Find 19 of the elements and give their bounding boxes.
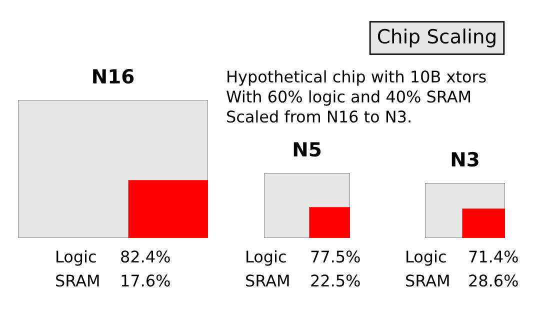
category-label: SRAM — [56, 274, 99, 287]
category-label: SRAM — [246, 274, 289, 287]
text: With 60% logic and 40% SRAM — [226, 90, 470, 106]
category-label: Logic — [246, 250, 286, 266]
data-label: 71.4% — [469, 250, 518, 263]
data-label: 17.6% — [122, 274, 170, 287]
data-label: 82.4% — [121, 250, 170, 263]
text: Chip Scaling — [378, 28, 496, 48]
category-label: Logic — [406, 250, 446, 266]
data-label: 22.5% — [311, 274, 360, 287]
text: N3 — [452, 152, 478, 167]
text: N16 — [93, 68, 134, 84]
text: Scaled from N16 to N3. — [227, 110, 410, 123]
category-label: Logic — [56, 250, 96, 266]
text: Hypothetical chip with 10B xtors — [228, 70, 486, 86]
data-label: 77.5% — [311, 250, 360, 263]
text: N5 — [294, 142, 321, 157]
data-label: 28.6% — [469, 274, 518, 287]
category-label: SRAM — [406, 274, 449, 287]
